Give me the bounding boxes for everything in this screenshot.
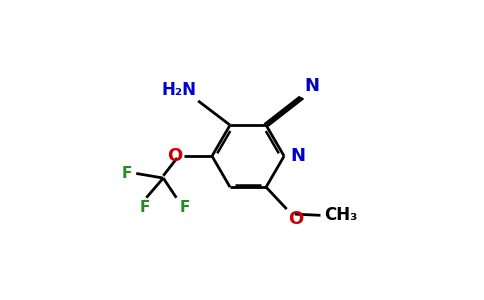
Text: F: F bbox=[121, 166, 132, 181]
Text: N: N bbox=[305, 76, 320, 94]
Text: H₂N: H₂N bbox=[161, 80, 197, 98]
Text: F: F bbox=[180, 200, 190, 215]
Text: N: N bbox=[290, 147, 305, 165]
Text: O: O bbox=[288, 210, 303, 228]
Text: CH₃: CH₃ bbox=[324, 206, 358, 224]
Text: O: O bbox=[167, 147, 182, 165]
Text: F: F bbox=[139, 200, 150, 215]
